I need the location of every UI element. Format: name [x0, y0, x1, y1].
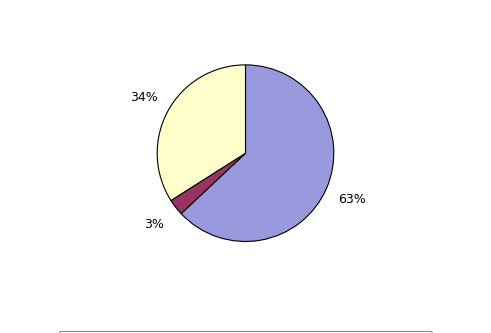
- Wedge shape: [171, 153, 246, 214]
- Legend: Wages & Salaries, Employee Benefits, Operating Expenses: Wages & Salaries, Employee Benefits, Ope…: [58, 331, 433, 333]
- Text: 34%: 34%: [130, 91, 158, 104]
- Text: 3%: 3%: [143, 218, 164, 231]
- Wedge shape: [181, 65, 334, 241]
- Wedge shape: [157, 65, 246, 200]
- Text: 63%: 63%: [338, 193, 366, 206]
